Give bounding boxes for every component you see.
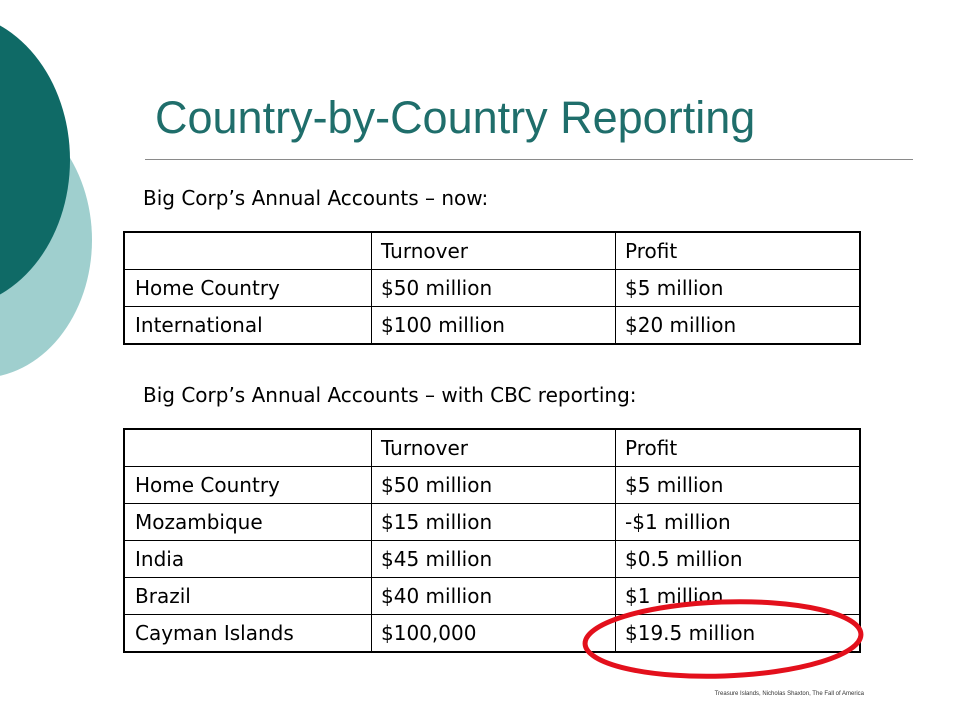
profit-cell: $1 million [615, 577, 861, 615]
profit-cell: $0.5 million [615, 540, 861, 578]
row-label: Home Country [123, 269, 372, 307]
header-cell-turnover: Turnover [371, 428, 616, 467]
table-header-row: Turnover Profit [123, 428, 861, 467]
row-label: Cayman Islands [123, 614, 372, 653]
row-label: International [123, 306, 372, 345]
header-cell-turnover: Turnover [371, 231, 616, 270]
slide-title: Country-by-Country Reporting [155, 92, 756, 143]
table-row: Brazil $40 million $1 million [123, 577, 861, 615]
accounts-cbc-table: Turnover Profit Home Country $50 million… [123, 428, 861, 653]
decorative-circles [0, 25, 92, 376]
profit-cell: -$1 million [615, 503, 861, 541]
row-label: India [123, 540, 372, 578]
header-cell-profit: Profit [615, 428, 861, 467]
header-cell [123, 428, 372, 467]
turnover-cell: $15 million [371, 503, 616, 541]
profit-cell: $5 million [615, 269, 861, 307]
turnover-cell: $100 million [371, 306, 616, 345]
table-row: Home Country $50 million $5 million [123, 466, 861, 504]
table-header-row: Turnover Profit [123, 231, 861, 270]
header-cell-profit: Profit [615, 231, 861, 270]
row-label: Home Country [123, 466, 372, 504]
table-row: International $100 million $20 million [123, 306, 861, 345]
table-cbc-caption: Big Corp’s Annual Accounts – with CBC re… [143, 383, 637, 407]
table-now-caption: Big Corp’s Annual Accounts – now: [143, 186, 489, 210]
accounts-now-table: Turnover Profit Home Country $50 million… [123, 231, 861, 345]
source-citation: Treasure Islands, Nicholas Shaxton, The … [714, 691, 864, 697]
turnover-cell: $100,000 [371, 614, 616, 653]
table-row: Home Country $50 million $5 million [123, 269, 861, 307]
table-row: Cayman Islands $100,000 $19.5 million [123, 614, 861, 653]
row-label: Brazil [123, 577, 372, 615]
turnover-cell: $40 million [371, 577, 616, 615]
dark-teal-circle [0, 25, 70, 295]
profit-cell: $20 million [615, 306, 861, 345]
table-row: Mozambique $15 million -$1 million [123, 503, 861, 541]
turnover-cell: $50 million [371, 269, 616, 307]
profit-cell: $19.5 million [615, 614, 861, 653]
profit-cell: $5 million [615, 466, 861, 504]
turnover-cell: $50 million [371, 466, 616, 504]
turnover-cell: $45 million [371, 540, 616, 578]
table-row: India $45 million $0.5 million [123, 540, 861, 578]
header-cell [123, 231, 372, 270]
row-label: Mozambique [123, 503, 372, 541]
title-divider [145, 159, 913, 160]
